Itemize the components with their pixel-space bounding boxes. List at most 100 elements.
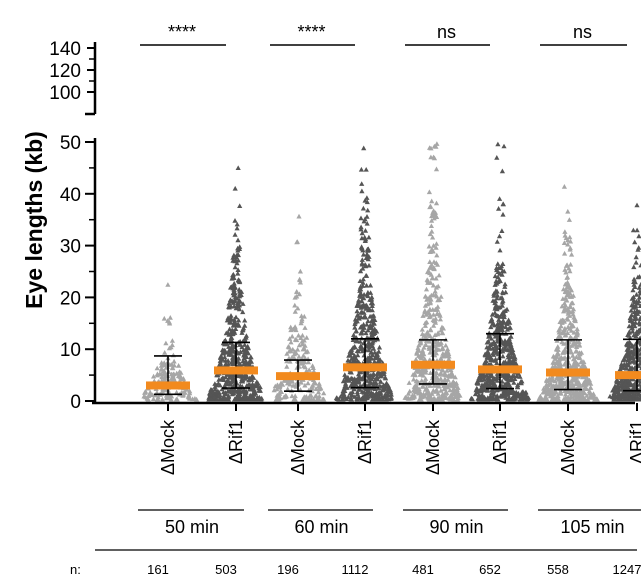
data-point bbox=[580, 387, 586, 393]
data-point bbox=[378, 379, 384, 384]
data-point bbox=[493, 298, 499, 304]
data-point bbox=[229, 352, 235, 357]
data-point bbox=[428, 145, 434, 151]
data-point bbox=[435, 330, 441, 335]
data-point bbox=[234, 260, 240, 266]
data-point bbox=[627, 315, 633, 321]
data-point bbox=[211, 394, 218, 400]
data-point bbox=[626, 357, 632, 362]
data-point bbox=[635, 247, 641, 252]
data-point bbox=[638, 359, 641, 365]
data-point bbox=[560, 329, 567, 335]
data-point bbox=[285, 344, 291, 349]
y-tick-label: 40 bbox=[60, 185, 81, 206]
data-point bbox=[358, 286, 364, 292]
category-label: ΔMock bbox=[558, 419, 578, 475]
data-point bbox=[360, 247, 366, 253]
data-point bbox=[556, 376, 562, 382]
data-point bbox=[574, 348, 580, 354]
data-point bbox=[288, 324, 294, 330]
data-point bbox=[432, 332, 438, 337]
data-point bbox=[361, 292, 367, 297]
data-point bbox=[376, 359, 382, 364]
data-point bbox=[242, 342, 248, 347]
data-point bbox=[423, 312, 429, 317]
median-bar bbox=[411, 360, 455, 369]
data-point bbox=[356, 371, 362, 377]
labels-layer: **** **** ns ns ΔMock ΔRif1 ΔMock ΔRif1 ΔMock ΔRi… bbox=[95, 22, 641, 577]
data-point bbox=[565, 241, 571, 247]
data-point bbox=[549, 383, 555, 389]
data-point bbox=[564, 292, 570, 298]
data-point bbox=[499, 339, 505, 345]
data-point bbox=[364, 251, 370, 257]
data-point bbox=[576, 350, 582, 356]
data-point bbox=[165, 395, 171, 400]
data-point bbox=[500, 353, 506, 359]
data-point bbox=[249, 377, 255, 382]
data-point bbox=[499, 272, 505, 277]
data-point bbox=[564, 275, 570, 280]
data-point bbox=[485, 338, 492, 344]
data-point bbox=[423, 369, 429, 375]
data-point bbox=[481, 386, 487, 392]
data-point bbox=[560, 286, 567, 292]
data-point bbox=[447, 387, 453, 393]
data-point bbox=[310, 365, 316, 370]
data-point bbox=[166, 319, 172, 325]
data-point bbox=[228, 346, 234, 352]
data-point bbox=[358, 284, 364, 289]
data-point bbox=[503, 395, 509, 400]
data-point bbox=[430, 243, 437, 248]
n-value: 1112 bbox=[342, 562, 369, 577]
data-point bbox=[220, 389, 227, 395]
data-point bbox=[492, 357, 498, 363]
data-point bbox=[358, 330, 364, 336]
data-point bbox=[230, 359, 236, 364]
data-point bbox=[302, 382, 308, 388]
y-tick-label: 20 bbox=[60, 288, 81, 309]
data-point bbox=[222, 354, 228, 360]
data-point bbox=[254, 382, 260, 387]
data-point bbox=[572, 391, 578, 397]
data-point bbox=[358, 166, 364, 172]
data-point bbox=[159, 366, 165, 371]
data-point bbox=[429, 228, 435, 234]
data-point bbox=[297, 279, 303, 285]
data-point bbox=[355, 395, 361, 400]
data-point bbox=[292, 302, 298, 308]
data-point bbox=[432, 210, 439, 215]
data-point bbox=[550, 386, 556, 392]
data-point bbox=[416, 342, 422, 348]
data-point bbox=[236, 373, 242, 379]
data-point bbox=[437, 316, 443, 322]
data-point bbox=[638, 326, 641, 331]
data-point bbox=[235, 165, 241, 170]
data-point bbox=[433, 284, 439, 290]
data-point bbox=[356, 379, 362, 385]
data-point bbox=[630, 227, 636, 233]
data-point bbox=[312, 380, 319, 386]
data-point bbox=[630, 319, 636, 325]
data-point bbox=[154, 372, 161, 378]
data-point bbox=[245, 343, 251, 349]
data-point bbox=[306, 367, 312, 372]
data-point bbox=[488, 335, 494, 341]
data-point bbox=[493, 343, 499, 349]
data-point bbox=[443, 353, 449, 358]
data-point bbox=[607, 393, 613, 399]
stats-layer bbox=[146, 332, 641, 396]
data-point bbox=[357, 339, 363, 344]
data-point bbox=[439, 396, 445, 402]
data-point bbox=[241, 355, 247, 361]
data-point bbox=[443, 342, 449, 348]
data-point bbox=[373, 376, 379, 382]
data-point bbox=[229, 327, 235, 333]
data-point bbox=[441, 378, 447, 384]
data-point bbox=[232, 232, 238, 237]
data-point bbox=[362, 228, 369, 233]
data-point bbox=[455, 395, 461, 401]
data-point bbox=[631, 282, 637, 287]
data-point bbox=[632, 239, 638, 245]
data-point bbox=[631, 392, 637, 398]
